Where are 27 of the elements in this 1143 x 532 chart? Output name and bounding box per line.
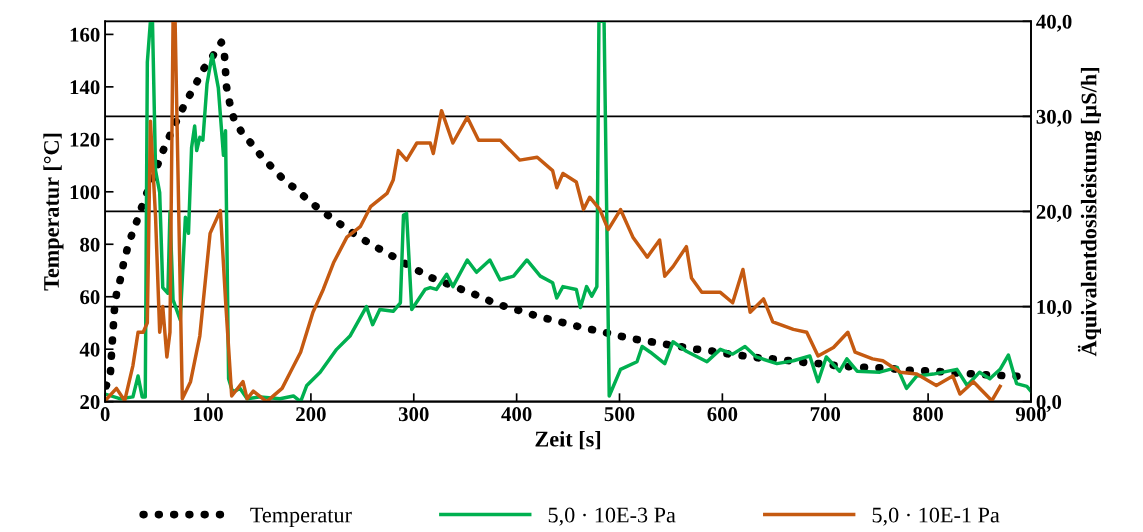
y-tick-label: 140 xyxy=(70,80,100,95)
x-tick-label: 0 xyxy=(100,407,110,422)
x-tick-label: 300 xyxy=(398,407,429,422)
y-tick-label: 160 xyxy=(70,27,100,42)
legend-label: 5,0 · 10E-1 Pa xyxy=(872,507,1000,526)
y-tick-label: 100 xyxy=(70,185,100,200)
x-tick-label: 400 xyxy=(501,407,532,422)
x-tick-label: 500 xyxy=(604,407,635,422)
y-tick-label: 40 xyxy=(79,342,100,357)
x-tick-label: 200 xyxy=(296,407,326,422)
y-tick-label: 80 xyxy=(80,237,100,252)
x-axis-title: Zeit [s] xyxy=(535,430,601,450)
y-tick-label: 120 xyxy=(70,132,100,147)
y2-axis-title: Äquivalentdosisleistung [µS/h] xyxy=(1077,68,1102,357)
y2-tick-label: 10,0 xyxy=(1037,299,1072,318)
y-tick-label: 60 xyxy=(80,290,100,305)
x-tick-label: 100 xyxy=(194,407,223,422)
legend-label: 5,0 · 10E-3 Pa xyxy=(548,507,676,526)
y-axis-title: Temperatur [°C] xyxy=(43,133,64,291)
x-tick-label: 800 xyxy=(913,407,943,422)
x-tick-label: 700 xyxy=(810,407,841,422)
y2-tick-label: 30,0 xyxy=(1036,109,1072,127)
y2-tick-label: 20,0 xyxy=(1036,204,1072,222)
legend-label: Temperatur xyxy=(250,507,352,528)
x-tick-label: 600 xyxy=(707,407,738,422)
y-tick-label: 20 xyxy=(80,395,100,410)
y2-tick-label: 40,0 xyxy=(1036,14,1072,32)
